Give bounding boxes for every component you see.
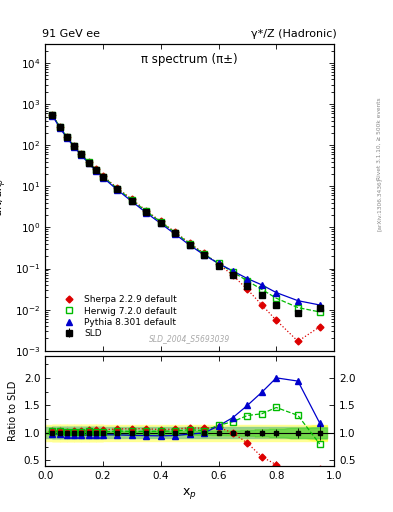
Herwig 7.2.0 default [259,286,264,292]
Sherpa 2.2.9 default [202,250,206,257]
Pythia 8.301 default [216,261,221,267]
Pythia 8.301 default [296,297,300,304]
Pythia 8.301 default [101,175,105,181]
Herwig 7.2.0 default [245,278,250,284]
Line: Sherpa 2.2.9 default: Sherpa 2.2.9 default [50,112,322,344]
Pythia 8.301 default [259,282,264,288]
Pythia 8.301 default [144,210,149,216]
Pythia 8.301 default [274,289,279,295]
Herwig 7.2.0 default [64,134,69,140]
Herwig 7.2.0 default [173,230,178,236]
Sherpa 2.2.9 default [86,159,91,165]
Herwig 7.2.0 default [115,185,120,191]
Herwig 7.2.0 default [274,295,279,301]
Y-axis label: dN/dx$_p$: dN/dx$_p$ [0,177,9,217]
Sherpa 2.2.9 default [216,261,221,267]
Sherpa 2.2.9 default [173,229,178,235]
Text: π spectrum (π±): π spectrum (π±) [141,53,238,66]
Herwig 7.2.0 default [130,197,134,203]
Herwig 7.2.0 default [187,241,192,247]
Sherpa 2.2.9 default [57,124,62,130]
Pythia 8.301 default [173,231,178,237]
Sherpa 2.2.9 default [231,272,235,279]
Herwig 7.2.0 default [50,112,55,118]
Herwig 7.2.0 default [158,219,163,225]
Pythia 8.301 default [115,187,120,193]
Sherpa 2.2.9 default [50,112,55,118]
Sherpa 2.2.9 default [144,207,149,214]
Sherpa 2.2.9 default [158,219,163,225]
Line: Pythia 8.301 default: Pythia 8.301 default [50,113,322,308]
Pythia 8.301 default [79,152,84,158]
Pythia 8.301 default [231,268,235,274]
Text: 91 GeV ee: 91 GeV ee [42,29,100,39]
Text: γ*/Z (Hadronic): γ*/Z (Hadronic) [251,29,337,39]
Herwig 7.2.0 default [94,166,98,173]
Herwig 7.2.0 default [57,124,62,130]
Herwig 7.2.0 default [86,159,91,165]
Sherpa 2.2.9 default [64,134,69,140]
Y-axis label: Ratio to SLD: Ratio to SLD [8,381,18,441]
Sherpa 2.2.9 default [101,173,105,179]
Sherpa 2.2.9 default [245,286,250,292]
Sherpa 2.2.9 default [317,324,322,330]
Sherpa 2.2.9 default [72,143,77,149]
Pythia 8.301 default [86,160,91,166]
Pythia 8.301 default [64,135,69,141]
Pythia 8.301 default [245,275,250,282]
Sherpa 2.2.9 default [187,240,192,246]
Sherpa 2.2.9 default [296,338,300,345]
Herwig 7.2.0 default [79,151,84,157]
Pythia 8.301 default [187,242,192,248]
Herwig 7.2.0 default [231,269,235,275]
Herwig 7.2.0 default [101,174,105,180]
Text: Rivet 3.1.10, ≥ 500k events: Rivet 3.1.10, ≥ 500k events [377,97,382,180]
Pythia 8.301 default [202,252,206,258]
Pythia 8.301 default [50,113,55,119]
Sherpa 2.2.9 default [115,185,120,191]
X-axis label: x$_p$: x$_p$ [182,486,197,501]
Herwig 7.2.0 default [202,251,206,257]
Pythia 8.301 default [72,144,77,150]
Sherpa 2.2.9 default [259,302,264,308]
Text: SLD_2004_S5693039: SLD_2004_S5693039 [149,334,230,343]
Line: Herwig 7.2.0 default: Herwig 7.2.0 default [50,112,322,315]
Sherpa 2.2.9 default [94,166,98,172]
Pythia 8.301 default [158,220,163,226]
Sherpa 2.2.9 default [130,196,134,202]
Herwig 7.2.0 default [144,208,149,215]
Pythia 8.301 default [130,198,134,204]
Herwig 7.2.0 default [72,143,77,149]
Pythia 8.301 default [94,168,98,174]
Sherpa 2.2.9 default [79,151,84,157]
Sherpa 2.2.9 default [274,317,279,324]
Legend: Sherpa 2.2.9 default, Herwig 7.2.0 default, Pythia 8.301 default, SLD: Sherpa 2.2.9 default, Herwig 7.2.0 defau… [55,294,179,340]
Herwig 7.2.0 default [296,305,300,311]
Text: [arXiv:1306.3436]: [arXiv:1306.3436] [377,178,382,231]
Herwig 7.2.0 default [216,260,221,266]
Herwig 7.2.0 default [317,309,322,315]
Pythia 8.301 default [317,302,322,308]
Pythia 8.301 default [57,124,62,131]
